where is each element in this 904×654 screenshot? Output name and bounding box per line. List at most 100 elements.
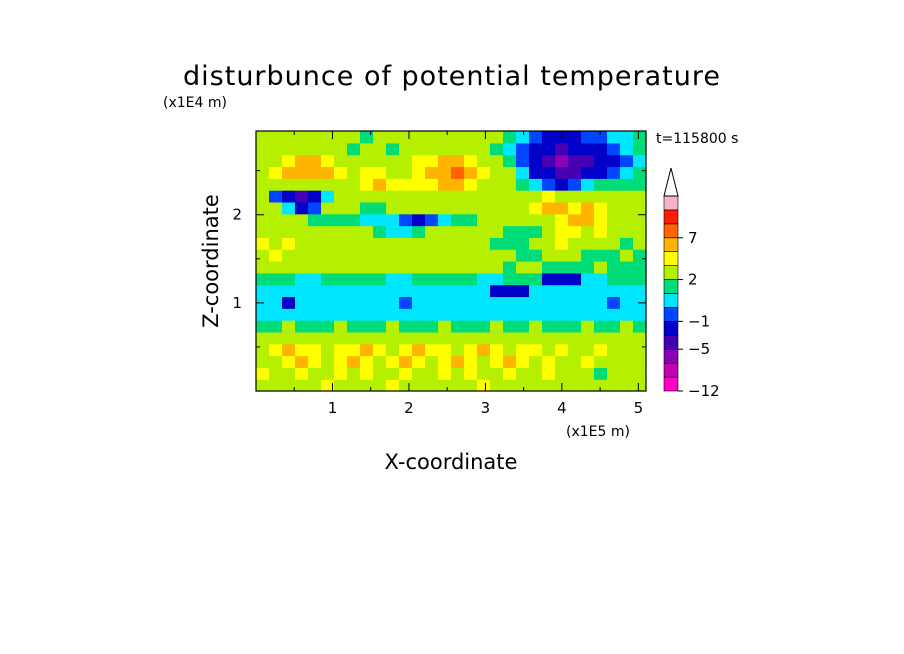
heat-cell — [542, 261, 556, 274]
heat-cell — [360, 201, 374, 215]
heat-cell — [555, 367, 569, 380]
heat-cell — [503, 284, 517, 298]
heat-cell — [620, 249, 634, 262]
heat-cell — [269, 154, 283, 168]
heat-cell — [477, 272, 491, 286]
colorbar-label: 2 — [688, 271, 698, 289]
heat-cell — [620, 142, 634, 156]
heat-cell — [256, 261, 270, 274]
heat-cell — [321, 261, 335, 274]
heat-cell — [607, 261, 621, 274]
heat-cell — [620, 166, 634, 179]
heat-cell — [451, 178, 465, 191]
heat-cell — [620, 284, 634, 298]
heat-cell — [594, 284, 608, 298]
heat-cell — [451, 201, 465, 215]
heat-cell — [412, 261, 426, 274]
heat-cell — [451, 331, 465, 345]
heat-cell — [594, 237, 608, 250]
heat-cell — [386, 213, 400, 227]
heat-cell — [386, 296, 400, 309]
heat-cell — [295, 308, 309, 321]
heat-cell — [256, 308, 270, 321]
heat-cell — [360, 131, 374, 144]
heat-cell — [256, 154, 270, 168]
heat-cell — [620, 296, 634, 309]
heat-cell — [490, 320, 504, 333]
heat-cell — [503, 331, 517, 345]
heat-cell — [347, 213, 361, 227]
heat-cell — [347, 272, 361, 286]
heat-cell — [399, 379, 413, 392]
heat-cell — [529, 296, 543, 309]
heat-cell — [503, 154, 517, 168]
heat-cell — [386, 355, 400, 368]
chart-title: disturbunce of potential temperature — [183, 61, 721, 92]
heat-cell — [308, 367, 322, 380]
heat-cell — [347, 178, 361, 191]
heat-cell — [282, 296, 296, 309]
heat-cell — [282, 190, 296, 203]
heat-cell — [594, 261, 608, 274]
heat-cell — [633, 355, 647, 368]
heat-cell — [425, 237, 439, 250]
heat-cell — [568, 131, 582, 144]
colorbar-segment — [663, 307, 679, 322]
heat-cell — [295, 249, 309, 262]
heat-cell — [529, 284, 543, 298]
heat-cell — [373, 284, 387, 298]
heat-cell — [347, 284, 361, 298]
heat-cell — [308, 213, 322, 227]
heat-cell — [503, 131, 517, 144]
heat-cell — [503, 142, 517, 156]
heat-cell — [503, 249, 517, 262]
heat-cell — [425, 367, 439, 380]
heat-cell — [633, 225, 647, 238]
heat-cell — [334, 296, 348, 309]
heat-cell — [503, 166, 517, 179]
colorbar-segment — [663, 195, 679, 211]
heat-cell — [464, 367, 478, 380]
heat-cell — [542, 178, 556, 191]
heat-cell — [633, 367, 647, 380]
heat-cell — [555, 331, 569, 345]
heat-cell — [386, 178, 400, 191]
heat-cell — [321, 367, 335, 380]
heat-cell — [633, 131, 647, 144]
heat-cell — [295, 343, 309, 357]
heat-cell — [425, 178, 439, 191]
heat-cell — [477, 249, 491, 262]
heat-cell — [464, 355, 478, 368]
x-axis: 1 2 3 4 5 — [293, 131, 643, 417]
heat-cell — [386, 261, 400, 274]
heat-cell — [594, 201, 608, 215]
heat-cell — [295, 166, 309, 179]
heat-cell — [308, 284, 322, 298]
heat-cell — [620, 201, 634, 215]
heat-cell — [529, 225, 543, 238]
heat-cell — [516, 166, 530, 179]
heat-cell — [477, 320, 491, 333]
heat-cell — [360, 367, 374, 380]
heat-cell — [620, 131, 634, 144]
heat-cell — [282, 308, 296, 321]
heat-cell — [490, 261, 504, 274]
heat-cell — [438, 166, 452, 179]
heat-cell — [373, 237, 387, 250]
heat-cell — [282, 154, 296, 168]
heat-cell — [373, 379, 387, 392]
heat-cell — [425, 225, 439, 238]
heat-cell — [347, 249, 361, 262]
heat-cell — [334, 190, 348, 203]
heat-cell — [490, 355, 504, 368]
heat-cell — [360, 190, 374, 203]
colorbar-segment — [663, 279, 679, 294]
colorbar-segment — [663, 237, 679, 253]
heat-cell — [503, 237, 517, 250]
heat-cell — [425, 331, 439, 345]
heat-cell — [399, 190, 413, 203]
heat-cell — [295, 261, 309, 274]
heat-cell — [269, 190, 283, 203]
heat-cell — [607, 355, 621, 368]
heat-cell — [321, 201, 335, 215]
